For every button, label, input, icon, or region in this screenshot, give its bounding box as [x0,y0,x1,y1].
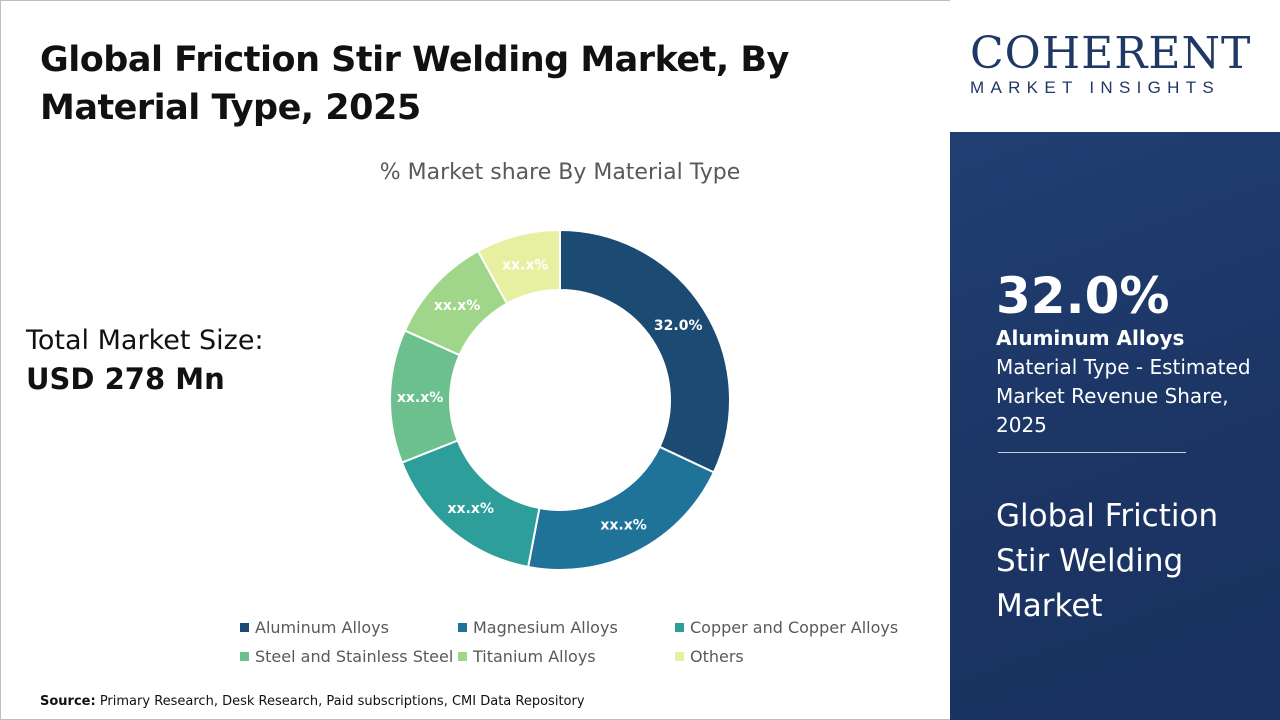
legend-swatch [675,652,684,661]
legend-label: Copper and Copper Alloys [690,618,899,637]
legend-label: Magnesium Alloys [473,618,618,637]
data-label: xx.x% [502,257,548,273]
slice-aluminum-alloys [559,228,731,474]
source-note: Source: Primary Research, Desk Research,… [40,694,585,709]
legend-item: Aluminum Alloys [240,618,458,637]
highlight-panel: 32.0% Aluminum Alloys Material Type - Es… [950,132,1280,720]
data-label: xx.x% [600,518,646,534]
legend-item: Steel and Stainless Steel [240,647,458,666]
source-label: Source: [40,694,96,709]
legend-item: Copper and Copper Alloys [675,618,915,637]
legend-label: Others [690,647,744,666]
legend-swatch [240,652,249,661]
logo: COHERENT MARKET INSIGHTS [950,0,1280,132]
chart-title: % Market share By Material Type [379,160,741,185]
highlight-text: Material Type - Estimated Market Revenue… [996,355,1251,437]
legend-label: Aluminum Alloys [255,618,389,637]
legend-swatch [675,623,684,632]
data-label: xx.x% [448,501,494,517]
data-label: xx.x% [434,298,480,314]
legend-item: Magnesium Alloys [458,618,675,637]
page-title: Global Friction Stir Welding Market, By … [40,40,789,128]
data-label: 32.0% [654,318,703,334]
highlight-sidebar: COHERENT MARKET INSIGHTS 32.0% Aluminum … [950,0,1280,720]
data-label: xx.x% [397,390,443,406]
donut-chart: 32.0% xx.x% xx.x% xx.x% xx.x% xx.x% [389,228,731,571]
slice-magnesium-alloys [526,445,716,571]
legend-label: Steel and Stainless Steel [255,647,454,666]
legend-swatch [240,623,249,632]
slice-others [476,228,561,305]
legend: Aluminum Alloys Magnesium Alloys Copper an… [240,618,920,666]
legend-item: Titanium Alloys [458,647,675,666]
highlight-segment: Aluminum Alloys [996,326,1185,350]
total-market-value: USD 278 Mn [26,362,225,396]
divider [998,452,1186,453]
legend-swatch [458,623,467,632]
total-market-label: Total Market Size: [26,325,264,356]
highlight-description: Aluminum Alloys Material Type - Estimate… [996,324,1266,440]
source-text: Primary Research, Desk Research, Paid su… [95,694,585,709]
logo-sub: MARKET INSIGHTS [970,78,1221,97]
legend-item: Others [675,647,915,666]
legend-label: Titanium Alloys [473,647,596,666]
market-name: Global Friction Stir Welding Market [996,498,1219,624]
highlight-value: 32.0% [996,267,1170,325]
legend-swatch [458,652,467,661]
logo-main: COHERENT [970,28,1252,79]
